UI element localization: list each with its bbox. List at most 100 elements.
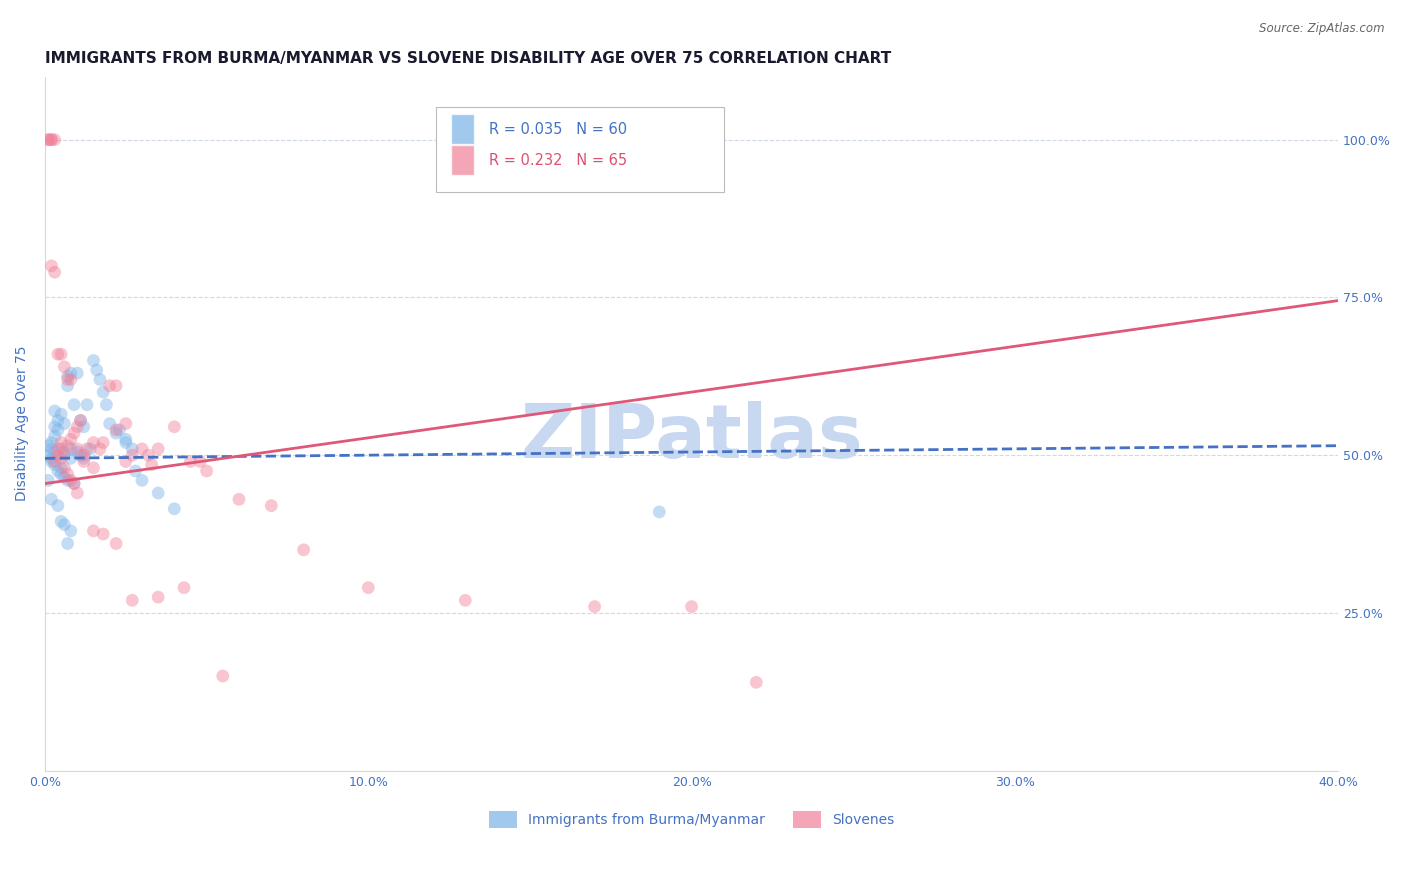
Y-axis label: Disability Age Over 75: Disability Age Over 75 bbox=[15, 346, 30, 501]
Point bbox=[141, 458, 163, 472]
Point bbox=[41, 133, 63, 147]
Text: R = 0.035   N = 60: R = 0.035 N = 60 bbox=[489, 122, 627, 136]
Point bbox=[121, 593, 143, 607]
Point bbox=[173, 581, 195, 595]
Point bbox=[260, 499, 283, 513]
Point bbox=[66, 486, 89, 500]
Point bbox=[44, 404, 66, 418]
Point bbox=[138, 448, 160, 462]
Point bbox=[59, 366, 82, 380]
Point bbox=[46, 442, 69, 456]
Point bbox=[46, 499, 69, 513]
Text: ZIPatlas: ZIPatlas bbox=[520, 401, 863, 474]
Point bbox=[73, 419, 96, 434]
Point bbox=[76, 442, 98, 456]
Point bbox=[86, 363, 108, 377]
Point bbox=[49, 407, 72, 421]
Point bbox=[91, 527, 114, 541]
Point bbox=[357, 581, 380, 595]
Point bbox=[195, 464, 218, 478]
Point bbox=[37, 474, 59, 488]
Point bbox=[66, 366, 89, 380]
Point bbox=[56, 372, 79, 386]
Point bbox=[49, 515, 72, 529]
Point bbox=[56, 378, 79, 392]
Point bbox=[82, 353, 104, 368]
Point bbox=[179, 454, 201, 468]
Point bbox=[53, 359, 76, 374]
Point bbox=[49, 451, 72, 466]
Point bbox=[41, 492, 63, 507]
Point bbox=[89, 442, 111, 456]
Point bbox=[44, 454, 66, 468]
Point bbox=[105, 423, 128, 437]
Point bbox=[44, 419, 66, 434]
Point bbox=[146, 486, 169, 500]
Point bbox=[63, 398, 86, 412]
Point bbox=[73, 454, 96, 468]
Point bbox=[41, 435, 63, 450]
Point bbox=[46, 464, 69, 478]
Point bbox=[79, 442, 101, 456]
Point bbox=[105, 378, 128, 392]
Point bbox=[108, 423, 131, 437]
Text: R = 0.232   N = 65: R = 0.232 N = 65 bbox=[489, 153, 627, 168]
Point bbox=[583, 599, 606, 614]
Point bbox=[44, 445, 66, 459]
Point bbox=[37, 448, 59, 462]
Point bbox=[73, 448, 96, 462]
Point bbox=[37, 133, 59, 147]
Point bbox=[124, 464, 146, 478]
Point bbox=[146, 442, 169, 456]
Point bbox=[59, 442, 82, 456]
Point bbox=[46, 347, 69, 361]
Point bbox=[69, 413, 91, 427]
Point bbox=[121, 448, 143, 462]
Point bbox=[59, 433, 82, 447]
Point bbox=[114, 435, 136, 450]
Point bbox=[56, 467, 79, 481]
Point bbox=[188, 454, 211, 468]
Point bbox=[91, 435, 114, 450]
Point bbox=[131, 474, 153, 488]
Point bbox=[46, 448, 69, 462]
Point bbox=[41, 259, 63, 273]
Point bbox=[41, 133, 63, 147]
Point bbox=[41, 451, 63, 466]
Point bbox=[82, 460, 104, 475]
Point bbox=[96, 398, 118, 412]
Point bbox=[63, 476, 86, 491]
Point bbox=[114, 417, 136, 431]
Point bbox=[59, 474, 82, 488]
Point bbox=[98, 417, 121, 431]
Point bbox=[105, 426, 128, 441]
Point bbox=[69, 448, 91, 462]
Point bbox=[69, 413, 91, 427]
Point bbox=[454, 593, 477, 607]
Point bbox=[73, 451, 96, 466]
Point bbox=[53, 417, 76, 431]
Point bbox=[53, 470, 76, 484]
Point bbox=[53, 445, 76, 459]
Point bbox=[163, 501, 186, 516]
Text: Source: ZipAtlas.com: Source: ZipAtlas.com bbox=[1260, 22, 1385, 36]
Point bbox=[745, 675, 768, 690]
Point bbox=[146, 590, 169, 604]
Point bbox=[49, 460, 72, 475]
Point bbox=[56, 369, 79, 384]
Point bbox=[131, 442, 153, 456]
Point bbox=[82, 524, 104, 538]
Point bbox=[49, 442, 72, 456]
Point bbox=[66, 442, 89, 456]
Point bbox=[49, 347, 72, 361]
Point bbox=[91, 385, 114, 400]
Point bbox=[228, 492, 250, 507]
Point bbox=[56, 474, 79, 488]
Text: IMMIGRANTS FROM BURMA/MYANMAR VS SLOVENE DISABILITY AGE OVER 75 CORRELATION CHAR: IMMIGRANTS FROM BURMA/MYANMAR VS SLOVENE… bbox=[45, 51, 891, 66]
Point bbox=[59, 451, 82, 466]
Point bbox=[59, 372, 82, 386]
Point bbox=[53, 460, 76, 475]
Point bbox=[49, 435, 72, 450]
Point bbox=[46, 413, 69, 427]
Point bbox=[63, 426, 86, 441]
